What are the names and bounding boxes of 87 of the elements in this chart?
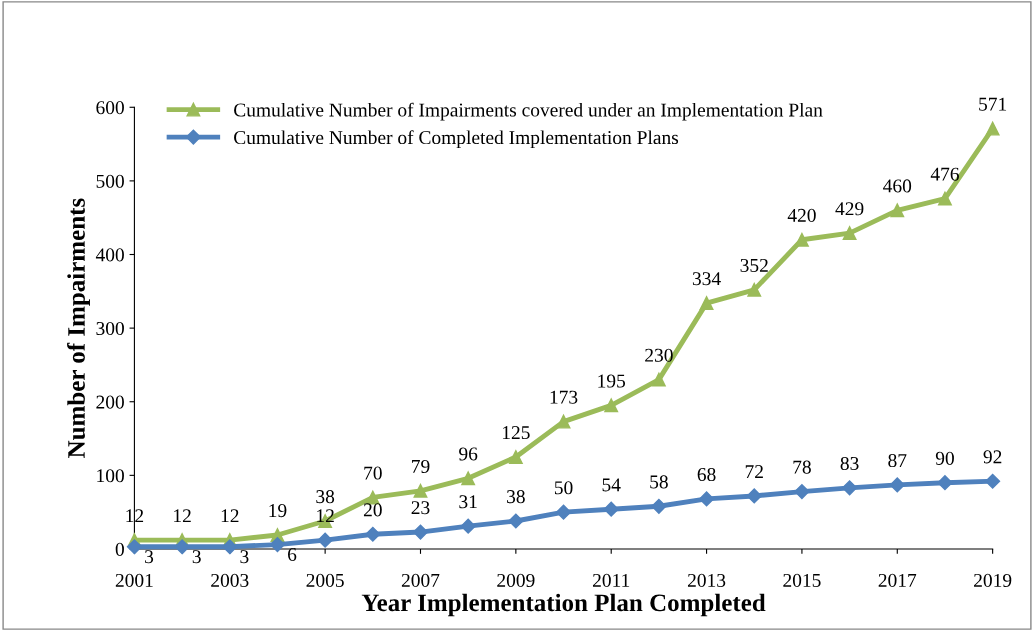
point <box>747 282 762 297</box>
point <box>174 539 190 555</box>
data-label: 72 <box>745 465 763 478</box>
point <box>699 296 714 311</box>
point <box>842 480 858 496</box>
y-tick-label: 300 <box>96 321 124 336</box>
data-label: 12 <box>174 509 191 523</box>
point <box>413 483 428 498</box>
x-tick-label: 2009 <box>497 573 535 587</box>
data-label: 79 <box>412 459 430 473</box>
point <box>460 518 476 534</box>
y-tick-label: 0 <box>115 542 124 556</box>
data-label: 476 <box>930 167 959 181</box>
point <box>651 498 667 514</box>
point <box>651 372 666 387</box>
point <box>556 414 571 429</box>
data-label: 173 <box>550 390 578 404</box>
y-tick-label: 200 <box>96 395 124 409</box>
point <box>698 491 715 507</box>
point <box>269 536 286 553</box>
x-tick-label: 2001 <box>115 573 153 587</box>
x-tick-label: 2003 <box>211 573 249 587</box>
x-tick-label: 2005 <box>306 573 344 587</box>
data-label: 83 <box>840 456 859 471</box>
data-label: 23 <box>411 501 430 515</box>
data-label: 38 <box>507 490 525 504</box>
point <box>126 539 142 555</box>
data-label: 571 <box>979 97 1007 111</box>
y-axis-title: Number of Impairments <box>67 198 90 458</box>
data-label: 92 <box>983 450 1002 464</box>
data-label: 429 <box>835 202 864 216</box>
data-label: 96 <box>459 447 478 461</box>
data-label: 3 <box>192 550 201 564</box>
data-label: 90 <box>935 451 954 465</box>
point <box>317 532 333 548</box>
x-tick-label: 2011 <box>592 573 630 587</box>
data-label: 70 <box>364 466 382 480</box>
data-label: 3 <box>145 550 154 564</box>
data-label: 54 <box>602 478 621 492</box>
y-tick-label: 600 <box>96 101 124 115</box>
point <box>412 524 429 540</box>
data-label: 195 <box>598 374 626 388</box>
point <box>985 121 1000 136</box>
x-tick-label: 2019 <box>974 573 1012 587</box>
data-label: 50 <box>554 481 573 495</box>
point <box>508 513 524 529</box>
data-label: 334 <box>692 272 721 286</box>
data-label: 12 <box>221 509 239 523</box>
point <box>508 450 523 464</box>
point <box>985 473 1001 489</box>
x-tick-label: 2013 <box>687 573 726 587</box>
data-label: 20 <box>363 503 382 517</box>
point <box>937 475 953 491</box>
point <box>889 477 905 493</box>
point <box>890 203 905 218</box>
x-tick-label: 2007 <box>401 573 440 587</box>
data-label: 68 <box>697 467 716 482</box>
data-label: 352 <box>740 258 768 272</box>
data-label: 78 <box>793 460 811 474</box>
data-label: 420 <box>787 208 816 222</box>
point <box>603 501 619 517</box>
x-axis-title: Year Implementation Plan Completed <box>361 593 766 617</box>
x-tick-label: 2015 <box>783 573 821 587</box>
point <box>555 504 572 520</box>
data-label: 6 <box>288 547 297 562</box>
point <box>604 398 619 413</box>
x-tick-label: 2017 <box>878 573 917 587</box>
point <box>794 483 810 500</box>
point <box>365 526 381 542</box>
data-label: 19 <box>269 504 287 518</box>
legend-label: Cumulative Number of Completed Implementation Plans <box>234 130 679 149</box>
data-label: 125 <box>502 426 530 440</box>
data-label: 230 <box>645 348 673 362</box>
point <box>842 226 857 241</box>
data-label: 38 <box>316 490 335 504</box>
data-label: 31 <box>459 495 477 509</box>
y-tick-label: 500 <box>96 174 124 188</box>
legend-label: Cumulative Number of Impairments covered under an Implementation Plan <box>234 102 823 121</box>
point <box>461 471 476 486</box>
point <box>746 488 762 504</box>
data-label: 3 <box>240 550 249 564</box>
data-label: 87 <box>888 453 907 468</box>
y-tick-label: 400 <box>95 248 124 262</box>
data-label: 460 <box>883 179 912 193</box>
data-label: 58 <box>650 475 668 489</box>
point <box>938 191 952 206</box>
y-tick-label: 100 <box>97 469 124 483</box>
